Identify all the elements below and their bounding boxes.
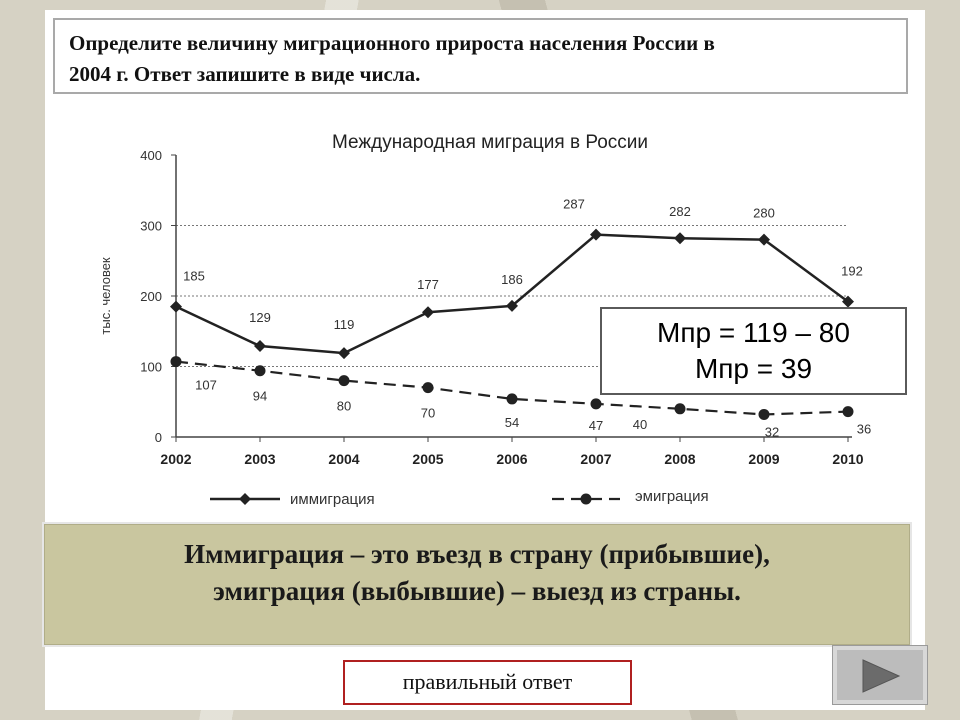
legend-marker-immigration: [239, 493, 251, 505]
emigration-point: [842, 406, 854, 418]
x-tick-label: 2007: [580, 451, 611, 467]
emigration-point: [506, 393, 518, 405]
emigration-data-label: 40: [633, 417, 647, 432]
x-tick-label: 2003: [244, 451, 275, 467]
immigration-point: [590, 228, 602, 241]
emigration-point: [422, 382, 434, 394]
chart-title: Международная миграция в России: [332, 132, 648, 153]
y-axis-label: тыс. человек: [98, 257, 113, 335]
x-tick-label: 2009: [748, 451, 779, 467]
formula-line-2: Мпр = 39: [694, 353, 813, 384]
play-triangle-icon: [862, 659, 901, 693]
immigration-data-label: 192: [841, 264, 863, 279]
emigration-data-label: 47: [589, 418, 603, 433]
emigration-data-label: 32: [765, 424, 779, 439]
y-tick-label: 100: [140, 360, 162, 375]
legend-label-immigration: иммиграция: [290, 491, 375, 508]
immigration-data-label: 119: [334, 317, 355, 332]
immigration-data-label: 177: [417, 277, 439, 292]
question-line-1: Определите величину миграционного прирос…: [69, 31, 715, 55]
emigration-data-label: 54: [505, 415, 519, 430]
emigration-data-label: 94: [253, 389, 267, 404]
immigration-point: [758, 233, 770, 246]
immigration-point: [422, 306, 434, 319]
y-tick-label: 0: [155, 430, 162, 445]
series-line-emigration: [175, 360, 849, 416]
emigration-data-label: 36: [857, 422, 871, 437]
legend-marker-emigration: [580, 493, 592, 505]
emigration-data-label: 80: [337, 399, 351, 414]
emigration-data-label: 70: [421, 406, 435, 421]
immigration-point: [254, 340, 266, 353]
emigration-point: [674, 403, 686, 415]
correct-answer-button[interactable]: правильный ответ: [343, 660, 632, 705]
immigration-point: [674, 232, 686, 245]
immigration-data-label: 186: [501, 272, 523, 287]
immigration-data-label: 287: [563, 197, 585, 212]
x-tick-label: 2008: [664, 451, 695, 467]
definition-line-1: Иммиграция – это въезд в страну (прибывш…: [184, 539, 770, 569]
formula-box: Мпр = 119 – 80 Мпр = 39: [600, 307, 907, 395]
immigration-point: [842, 295, 854, 308]
definition-line-2: эмиграция (выбывшие) – выезд из страны.: [213, 576, 741, 606]
migration-chart: Международная миграция в России тыс. чело…: [98, 132, 871, 508]
emigration-point: [254, 365, 266, 377]
formula-line-1: Мпр = 119 – 80: [657, 317, 850, 348]
immigration-data-label: 129: [249, 310, 271, 325]
immigration-point: [506, 299, 518, 312]
immigration-point: [338, 347, 350, 360]
immigration-data-label: 185: [183, 269, 205, 284]
x-tick-label: 2006: [496, 451, 527, 467]
emigration-point: [758, 408, 770, 420]
x-tick-label: 2004: [328, 451, 359, 467]
x-tick-label: 2010: [832, 451, 863, 467]
y-tick-label: 300: [140, 219, 162, 234]
emigration-point: [170, 356, 182, 368]
emigration-point: [590, 398, 602, 410]
question-box: Определите величину миграционного прирос…: [53, 18, 908, 94]
x-tick-label: 2002: [160, 451, 191, 467]
next-slide-button[interactable]: [832, 645, 928, 705]
y-tick-label: 400: [140, 148, 162, 163]
emigration-data-label: 107: [195, 378, 217, 393]
x-tick-label: 2005: [412, 451, 443, 467]
question-line-2: 2004 г. Ответ запишите в виде числа.: [69, 62, 421, 86]
definition-box: Иммиграция – это въезд в страну (прибывш…: [42, 522, 912, 647]
emigration-point: [338, 375, 350, 387]
y-tick-label: 200: [140, 289, 162, 304]
immigration-point: [170, 300, 182, 313]
legend-label-emigration: эмиграция: [635, 488, 709, 505]
immigration-data-label: 280: [753, 206, 775, 221]
immigration-data-label: 282: [669, 204, 691, 219]
